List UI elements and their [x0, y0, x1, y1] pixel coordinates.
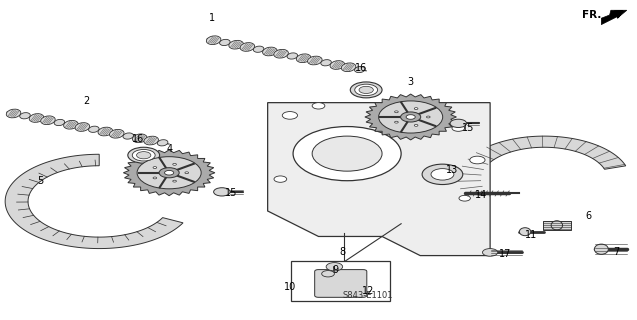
Polygon shape — [124, 150, 215, 196]
Ellipse shape — [89, 126, 99, 132]
Ellipse shape — [75, 123, 90, 131]
Circle shape — [136, 152, 151, 159]
Ellipse shape — [274, 49, 289, 58]
Circle shape — [406, 115, 415, 119]
Ellipse shape — [254, 46, 264, 52]
Text: 2: 2 — [83, 96, 90, 106]
Ellipse shape — [20, 113, 31, 119]
Ellipse shape — [355, 67, 365, 73]
Text: FR.: FR. — [582, 10, 602, 20]
Text: 15: 15 — [462, 123, 475, 133]
Text: 1: 1 — [210, 13, 215, 23]
Ellipse shape — [64, 120, 78, 129]
Text: 12: 12 — [362, 286, 375, 296]
Ellipse shape — [6, 109, 21, 118]
Circle shape — [378, 101, 443, 133]
Text: 4: 4 — [167, 144, 173, 154]
Text: 7: 7 — [613, 247, 619, 257]
Circle shape — [414, 124, 418, 126]
Circle shape — [159, 168, 179, 178]
Text: S843-E1101: S843-E1101 — [343, 291, 393, 300]
FancyBboxPatch shape — [291, 261, 390, 301]
Circle shape — [164, 171, 174, 175]
Ellipse shape — [41, 116, 55, 124]
Text: 6: 6 — [585, 211, 592, 221]
Circle shape — [359, 86, 373, 93]
Ellipse shape — [144, 136, 159, 145]
Ellipse shape — [132, 134, 147, 143]
Polygon shape — [459, 136, 626, 190]
Circle shape — [312, 136, 382, 171]
Ellipse shape — [206, 36, 221, 44]
Text: 11: 11 — [526, 230, 538, 240]
Ellipse shape — [98, 127, 113, 136]
Ellipse shape — [296, 54, 311, 63]
Ellipse shape — [551, 221, 562, 230]
Ellipse shape — [287, 53, 297, 59]
Ellipse shape — [308, 56, 322, 65]
Text: 15: 15 — [225, 188, 238, 198]
Text: 16: 16 — [132, 134, 144, 144]
Ellipse shape — [157, 140, 168, 146]
Circle shape — [137, 157, 201, 189]
Text: 16: 16 — [355, 63, 367, 73]
Ellipse shape — [123, 133, 134, 139]
Circle shape — [153, 177, 157, 179]
Text: 5: 5 — [37, 176, 43, 186]
Circle shape — [431, 169, 454, 180]
Ellipse shape — [240, 43, 255, 51]
Circle shape — [326, 263, 343, 271]
Text: 17: 17 — [499, 249, 511, 259]
Circle shape — [350, 82, 382, 98]
Circle shape — [153, 167, 157, 168]
Ellipse shape — [594, 244, 608, 254]
Ellipse shape — [229, 40, 243, 49]
Ellipse shape — [110, 129, 124, 138]
Ellipse shape — [519, 228, 531, 236]
Circle shape — [185, 172, 189, 174]
Circle shape — [407, 107, 421, 114]
Ellipse shape — [330, 61, 345, 69]
Polygon shape — [601, 10, 627, 25]
Text: 10: 10 — [283, 283, 296, 292]
Text: 3: 3 — [408, 77, 413, 87]
Circle shape — [173, 180, 176, 182]
Ellipse shape — [321, 60, 331, 66]
Circle shape — [394, 111, 398, 113]
Circle shape — [132, 149, 155, 161]
Text: 13: 13 — [446, 164, 458, 174]
Circle shape — [450, 119, 466, 127]
Polygon shape — [268, 103, 490, 256]
Circle shape — [459, 196, 470, 201]
Circle shape — [293, 126, 401, 181]
Circle shape — [401, 112, 420, 122]
FancyBboxPatch shape — [315, 270, 367, 297]
Ellipse shape — [220, 39, 230, 45]
Circle shape — [282, 112, 297, 119]
Circle shape — [322, 270, 334, 277]
Circle shape — [355, 84, 378, 96]
Circle shape — [128, 147, 160, 163]
Circle shape — [426, 116, 430, 118]
Text: 9: 9 — [333, 265, 339, 275]
Ellipse shape — [29, 114, 44, 122]
Circle shape — [394, 121, 398, 123]
Ellipse shape — [341, 63, 356, 72]
Circle shape — [274, 176, 287, 182]
Polygon shape — [5, 154, 183, 249]
FancyBboxPatch shape — [543, 221, 571, 230]
Text: 8: 8 — [340, 247, 346, 257]
Ellipse shape — [262, 47, 277, 56]
Circle shape — [213, 188, 230, 196]
Circle shape — [482, 249, 497, 256]
Text: 14: 14 — [475, 190, 487, 200]
Circle shape — [469, 156, 485, 164]
Circle shape — [173, 164, 176, 165]
Circle shape — [452, 125, 464, 131]
Circle shape — [312, 103, 325, 109]
Circle shape — [414, 108, 418, 109]
Ellipse shape — [54, 119, 65, 126]
Circle shape — [422, 164, 463, 185]
Polygon shape — [365, 94, 457, 140]
